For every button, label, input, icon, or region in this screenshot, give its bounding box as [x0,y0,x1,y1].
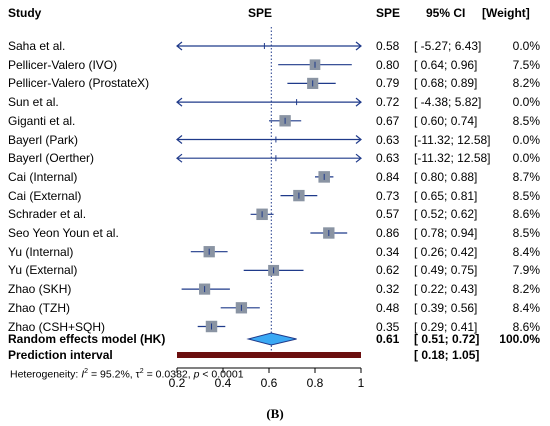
study-spe: 0.63 [376,132,400,147]
random-effects-ci: [ 0.51; 0.72] [414,332,480,346]
study-ci: [ 0.80; 0.88] [414,169,478,184]
study-ci: [ -4.38; 5.82] [414,95,482,110]
study-weight: 8.6% [512,207,540,222]
ci-arrow-right [355,135,362,144]
study-spe: 0.32 [376,282,400,297]
study-weight: 8.7% [512,169,540,184]
study-weight: 8.6% [512,319,540,334]
header-study: Study [8,6,42,20]
study-spe: 0.62 [376,263,400,278]
ci-arrow-left [176,97,183,107]
prediction-bar [177,352,361,358]
study-weight: 7.5% [512,57,540,72]
ci-arrow-left [176,135,183,144]
study-spe: 0.35 [376,319,400,334]
study-spe: 0.86 [376,226,400,240]
study-name: Yu (External) [8,263,78,278]
study-spe: 0.73 [376,188,400,203]
ci-arrow-right [355,153,362,163]
panel-label: (B) [266,406,284,421]
study-spe: 0.72 [376,95,400,110]
header-ci: 95% CI [426,6,466,20]
study-weight: 0.0% [512,132,540,147]
header-plot-label: SPE [248,6,273,20]
study-name: Bayerl (Park) [8,132,79,147]
prediction-ci: [ 0.18; 1.05] [414,348,480,362]
study-weight: 7.9% [512,263,540,278]
study-name: Cai (Internal) [8,169,78,184]
ci-arrow-right [355,97,362,107]
study-name: Bayerl (Oerther) [8,151,95,166]
study-spe: 0.63 [376,151,400,166]
study-spe: 0.80 [376,57,400,72]
random-effects-label: Random effects model (HK) [8,332,166,346]
heterogeneity-text: Heterogeneity: I2 = 95.2%, τ2 = 0.0382, … [10,368,244,381]
study-name: Pellicer-Valero (IVO) [8,57,118,72]
study-ci: [ 0.60; 0.74] [414,113,478,128]
ci-arrow-left [176,153,183,163]
header-estimate: SPE [376,6,401,20]
study-name: Schrader et al. [8,207,87,222]
ci-arrow-right [355,41,362,51]
study-name: Seo Yeon Youn et al. [8,226,119,240]
study-weight: 8.5% [512,226,540,240]
study-spe: 0.67 [376,113,400,128]
random-effects-diamond [246,332,297,346]
study-weight: 0.0% [512,95,540,110]
study-ci: [ 0.49; 0.75] [414,263,478,278]
study-weight: 8.5% [512,113,540,128]
study-ci: [ -5.27; 6.43] [414,39,482,53]
study-name: Zhao (TZH) [8,300,71,315]
study-name: Yu (Internal) [8,244,74,259]
study-name: Sun et al. [8,95,59,110]
study-spe: 0.84 [376,169,400,184]
study-spe: 0.58 [376,39,400,53]
random-effects-weight: 100.0% [499,332,540,346]
study-weight: 0.0% [512,151,540,166]
study-ci: [ 0.78; 0.94] [414,226,478,240]
study-ci: [ 0.29; 0.41] [414,319,478,334]
study-weight: 8.4% [512,244,540,259]
study-name: Zhao (SKH) [8,282,72,297]
x-tick-label: 0.2 [169,376,186,390]
study-spe: 0.34 [376,244,400,259]
x-tick-label: 0.6 [261,376,278,390]
study-ci: [ 0.22; 0.43] [414,282,478,297]
study-weight: 8.2% [512,76,540,91]
study-name: Giganti et al. [8,113,76,128]
study-name: Pellicer-Valero (ProstateX) [8,76,150,91]
study-ci: [ 0.65; 0.81] [414,188,478,203]
study-ci: [ 0.68; 0.89] [414,76,478,91]
study-ci: [ 0.64; 0.96] [414,57,478,72]
study-ci: [ 0.39; 0.56] [414,300,478,315]
study-weight: 8.4% [512,300,540,315]
prediction-label: Prediction interval [8,348,113,362]
study-spe: 0.57 [376,207,400,222]
x-tick-label: 0.8 [307,376,324,390]
x-tick-label: 1 [358,376,365,390]
study-spe: 0.48 [376,300,400,315]
study-name: Zhao (CSH+SQH) [8,319,106,334]
study-ci: [ 0.52; 0.62] [414,207,478,222]
x-tick-label: 0.4 [215,376,232,390]
study-weight: 8.5% [512,188,540,203]
study-weight: 8.2% [512,282,540,297]
study-name: Saha et al. [8,39,66,53]
study-spe: 0.79 [376,76,400,91]
study-ci: [-11.32; 12.58] [414,132,491,147]
ci-arrow-left [176,41,183,51]
random-effects-spe: 0.61 [376,332,400,346]
study-name: Cai (External) [8,188,82,203]
study-weight: 0.0% [512,39,540,53]
study-ci: [-11.32; 12.58] [414,151,491,166]
study-ci: [ 0.26; 0.42] [414,244,478,259]
header-weight: [Weight] [482,6,530,20]
